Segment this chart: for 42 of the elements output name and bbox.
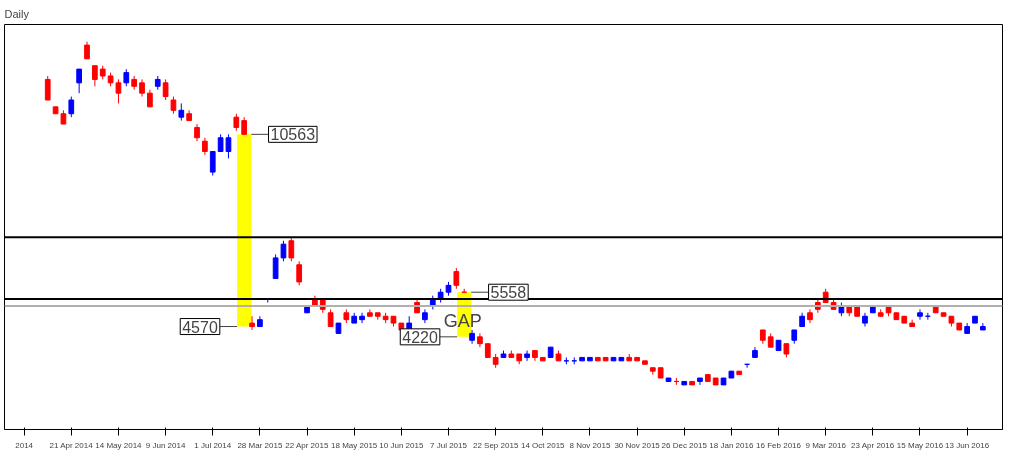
annotation: 4570 — [182, 318, 218, 336]
x-tick-label: 28 Mar 2015 — [237, 440, 283, 450]
x-tick-label: 18 May 2015 — [331, 440, 378, 450]
x-tick-label: 1 Jul 2014 — [194, 440, 232, 450]
x-tick-label: 16 Feb 2016 — [756, 440, 802, 450]
x-tick-label: 22 Apr 2015 — [285, 440, 329, 450]
candlestick — [288, 236, 295, 262]
x-tick-label: 14 Oct 2015 — [521, 440, 566, 450]
x-tick-label: 9 Mar 2016 — [805, 440, 847, 450]
candlestick — [162, 78, 169, 101]
x-tick-label: 7 Jul 2015 — [430, 440, 468, 450]
x-tick-label: 8 Nov 2015 — [569, 440, 611, 450]
annotation: 10563 — [270, 126, 316, 144]
chart-title: Daily — [4, 7, 30, 20]
annotation: 4220 — [402, 328, 438, 346]
x-tick-label: 18 Jan 2016 — [709, 440, 754, 450]
candlestick — [92, 65, 98, 87]
x-tick-label: 14 May 2014 — [95, 440, 143, 450]
candlestick — [44, 75, 51, 101]
candlestick — [453, 267, 460, 290]
candlestick — [76, 68, 83, 94]
x-tick-label: 23 Apr 2016 — [851, 440, 895, 450]
annotation: 5558 — [490, 284, 527, 302]
candlestick — [524, 350, 530, 362]
x-tick-label: 30 Nov 2015 — [614, 440, 661, 450]
x-tick-label: 15 May 2016 — [896, 440, 944, 450]
candlestick — [296, 260, 303, 286]
candlestick — [917, 308, 923, 321]
x-tick-label: 21 Apr 2014 — [49, 440, 94, 450]
candlestick — [280, 240, 287, 262]
candlestick — [209, 150, 216, 177]
candlestick — [249, 315, 255, 331]
candlestick — [115, 78, 122, 104]
candlestick — [359, 312, 365, 324]
x-tick-label: 10 Jun 2015 — [379, 440, 424, 450]
x-tick-label: 2014 — [15, 440, 34, 450]
x-tick-label: 13 Jun 2016 — [945, 440, 990, 450]
candlestick — [272, 253, 279, 279]
x-tick-label: 9 Jun 2014 — [145, 440, 186, 450]
x-tick-label: 26 Dec 2015 — [661, 440, 708, 450]
candlestick — [68, 96, 75, 118]
x-tick-label: 22 Sep 2015 — [472, 440, 519, 450]
